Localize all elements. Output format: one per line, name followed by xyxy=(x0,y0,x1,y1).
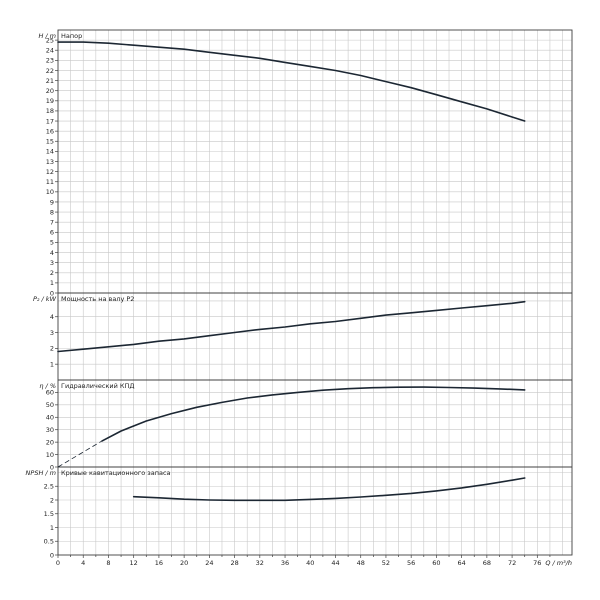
y-tick-label: 9 xyxy=(50,198,54,206)
y-tick-label: 6 xyxy=(50,229,54,237)
x-tick-label: 36 xyxy=(281,559,289,567)
grid-layer xyxy=(58,30,572,555)
y-tick-label: 2 xyxy=(50,496,54,504)
x-tick-label: 52 xyxy=(382,559,390,567)
frame-layer xyxy=(55,29,573,558)
panel-title: Мощность на валу P2 xyxy=(61,295,134,303)
y-tick-label: 17 xyxy=(46,117,54,125)
y-tick-label: 20 xyxy=(46,87,54,95)
x-tick-label: 60 xyxy=(432,559,440,567)
x-axis-title: Q / m³/h xyxy=(545,559,572,567)
x-tick-label: 0 xyxy=(56,559,60,567)
y-tick-label: 11 xyxy=(46,178,54,186)
x-tick-label: 20 xyxy=(180,559,188,567)
performance-curve xyxy=(101,386,526,442)
y-tick-label: 10 xyxy=(46,188,54,196)
label-layer: 0123456789101112131415161718192021222324… xyxy=(26,32,572,567)
curve-extrapolated-segment xyxy=(57,440,103,468)
y-tick-label: 20 xyxy=(46,438,54,446)
performance-curve xyxy=(57,41,526,122)
y-tick-label: 1.5 xyxy=(44,510,54,518)
y-tick-label: 4 xyxy=(50,313,54,321)
x-tick-label: 72 xyxy=(508,559,516,567)
y-tick-label: 50 xyxy=(46,401,54,409)
x-tick-label: 28 xyxy=(230,559,238,567)
y-tick-label: 1 xyxy=(50,360,54,368)
y-tick-label: 21 xyxy=(46,77,54,85)
panel-title: Кривые кавитационного запаса xyxy=(61,469,171,477)
y-tick-label: 0 xyxy=(50,551,54,559)
y-tick-label: 10 xyxy=(46,451,54,459)
x-tick-label: 68 xyxy=(483,559,491,567)
y-tick-label: 14 xyxy=(46,148,54,156)
x-tick-label: 24 xyxy=(205,559,213,567)
y-tick-label: 60 xyxy=(46,389,54,397)
y-tick-label: 4 xyxy=(50,249,54,257)
y-tick-label: 13 xyxy=(46,158,54,166)
y-tick-label: 18 xyxy=(46,107,54,115)
x-tick-label: 48 xyxy=(357,559,365,567)
x-tick-label: 12 xyxy=(130,559,138,567)
performance-curve xyxy=(132,477,526,502)
y-tick-label: 19 xyxy=(46,97,54,105)
x-tick-label: 44 xyxy=(331,559,339,567)
x-tick-label: 64 xyxy=(457,559,465,567)
y-tick-label: 22 xyxy=(46,67,54,75)
y-tick-label: 2 xyxy=(50,345,54,353)
y-tick-label: 7 xyxy=(50,218,54,226)
x-tick-label: 16 xyxy=(155,559,163,567)
x-tick-label: 32 xyxy=(256,559,264,567)
y-tick-label: 0 xyxy=(50,289,54,297)
y-axis-title: H / m xyxy=(38,32,56,40)
x-tick-label: 4 xyxy=(81,559,85,567)
y-tick-label: 25 xyxy=(46,36,54,44)
y-tick-label: 3 xyxy=(50,329,54,337)
y-axis-title: NPSH / m xyxy=(26,469,56,477)
x-tick-label: 40 xyxy=(306,559,314,567)
x-tick-label: 76 xyxy=(533,559,541,567)
y-tick-label: 23 xyxy=(46,57,54,65)
y-tick-label: 8 xyxy=(50,208,54,216)
x-tick-label: 8 xyxy=(106,559,110,567)
performance-curve xyxy=(57,300,526,353)
y-tick-label: 3 xyxy=(50,259,54,267)
y-tick-label: 1 xyxy=(50,524,54,532)
y-tick-label: 0 xyxy=(50,463,54,471)
y-tick-label: 1 xyxy=(50,279,54,287)
y-axis-title: P₂ / kW xyxy=(33,295,57,303)
y-tick-label: 30 xyxy=(46,426,54,434)
y-tick-label: 0.5 xyxy=(44,538,54,546)
y-tick-label: 12 xyxy=(46,168,54,176)
chart-frame xyxy=(57,29,573,556)
y-axis-title: η / % xyxy=(39,382,56,390)
y-tick-label: 5 xyxy=(50,239,54,247)
panel-title: Напор xyxy=(61,32,82,40)
y-tick-label: 2.5 xyxy=(44,483,54,491)
y-tick-label: 2 xyxy=(50,269,54,277)
curve-layer xyxy=(57,41,526,502)
x-tick-label: 56 xyxy=(407,559,415,567)
panel-title: Гидравлический КПД xyxy=(61,382,134,390)
y-tick-label: 16 xyxy=(46,127,54,135)
y-tick-label: 24 xyxy=(46,47,54,55)
y-tick-label: 15 xyxy=(46,138,54,146)
y-tick-label: 40 xyxy=(46,414,54,422)
